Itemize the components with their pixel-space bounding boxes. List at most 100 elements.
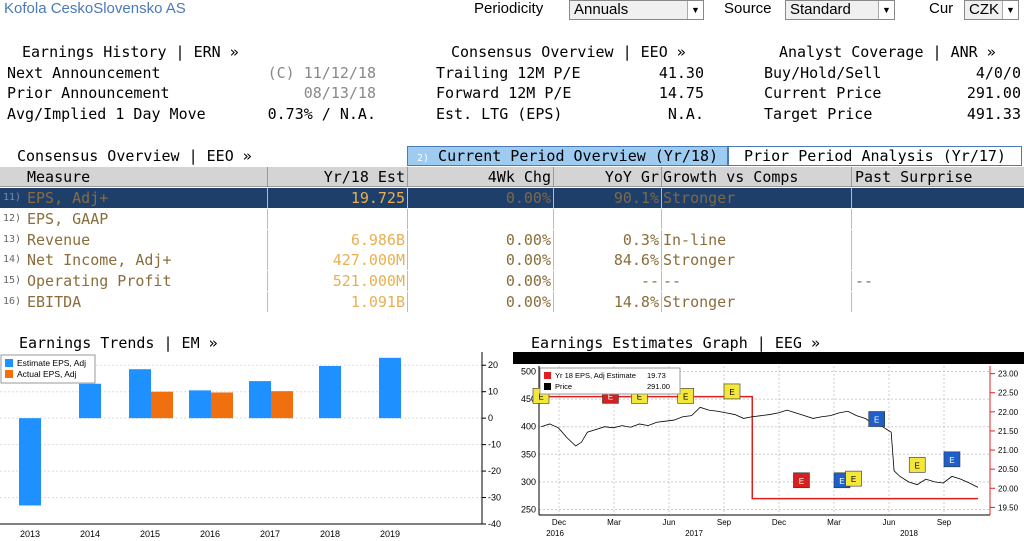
col-past-surprise[interactable]: Past Surprise [855,168,973,186]
day-move-value: 0.73% / N.A. [267,105,376,123]
y-tick-label: 10 [488,387,498,397]
event-marker-box[interactable] [943,451,961,468]
event-marker-box[interactable] [845,470,862,487]
x-tick-label: Jun [663,518,676,527]
y-tick-label: 20 [488,360,498,370]
tab-current-label: Current Period Overview (Yr/18) [438,147,719,165]
consensus-table-link[interactable]: Consensus Overview | EEO » [17,147,252,165]
column-divider [267,271,268,292]
bar-actual-2015[interactable] [151,391,173,419]
y-tick-label: 0 [488,413,493,423]
event-marker[interactable]: E [845,470,862,487]
event-marker[interactable]: E [793,472,810,489]
source-dropdown[interactable]: Standard ▼ [785,0,895,20]
buy-hold-sell-label: Buy/Hold/Sell [764,64,882,82]
price-line [540,406,979,488]
chevron-down-icon[interactable]: ▼ [1002,1,1018,19]
table-row[interactable]: 16) EBITDA 1.091B 0.00% 14.8% Stronger [0,292,1024,312]
event-marker[interactable]: E [677,388,695,404]
column-divider [851,188,852,208]
table-row[interactable]: 13) Revenue 6.986B 0.00% 0.3% In-line [0,229,1024,250]
col-estimate[interactable]: Yr/18 Est [323,168,405,186]
earnings-trends-link[interactable]: Earnings Trends | EM » [19,334,218,352]
col-yoy-gr[interactable]: YoY Gr [604,168,659,186]
earnings-estimates-link[interactable]: Earnings Estimates Graph | EEG » [531,334,820,352]
event-marker-label: E [538,392,543,401]
tab-prior-period[interactable]: Prior Period Analysis (Yr/17) [728,146,1022,166]
column-divider [553,271,554,292]
forward-pe-value: 14.75 [658,84,704,102]
col-growth-vs-comps[interactable]: Growth vs Comps [663,168,799,186]
row-growth-vs-comps: Stronger [663,293,736,311]
x-tick-label: 2017 [260,529,280,539]
row-measure: Operating Profit [27,272,172,291]
row-growth-vs-comps: In-line [663,230,727,249]
event-marker-label: E [683,392,688,401]
column-divider [407,188,408,208]
table-row[interactable]: 11) EPS, Adj+ 19.725 0.00% 90.1% Stronger [0,188,1024,208]
earnings-estimates-chart: 250 300 350 400 450 500 19.50 20.00 20.50 21.00 21… [513,352,1024,541]
table-header-row: Measure Yr/18 Est 4Wk Chg YoY Gr Growth … [0,167,1024,187]
x-tick-label: Sep [937,518,952,527]
row-estimate: 6.986B [350,230,405,249]
x-tick-label: 2019 [380,529,400,539]
table-row[interactable]: 15) Operating Profit 521.000M 0.00% -- -- -- [0,271,1024,292]
col-measure[interactable]: Measure [27,168,91,186]
earnings-history-link[interactable]: Earnings History | ERN » [22,43,239,61]
row-past-surprise [855,209,1024,229]
x-tick-label: 2018 [320,529,340,539]
row-4wk-chg: 0.00% [505,272,551,291]
event-marker[interactable]: E [723,383,741,400]
legend-label: Yr 18 EPS, Adj Estimate [555,371,636,380]
legend-label: Actual EPS, Adj [17,369,77,379]
bar-estimate-2019[interactable] [379,357,401,419]
bar-estimate-2017[interactable] [249,381,271,419]
chevron-down-icon[interactable]: ▼ [878,1,894,19]
event-marker-box[interactable] [868,411,886,427]
chevron-down-icon[interactable]: ▼ [687,1,703,19]
row-past-surprise [855,188,1024,208]
left-tick-label: 400 [521,422,536,432]
x-tick-label: 2016 [200,529,220,539]
periodicity-dropdown[interactable]: Annuals ▼ [569,0,704,20]
x-year-label: 2016 [546,529,564,538]
currency-dropdown[interactable]: CZK ▼ [964,0,1019,20]
event-marker-label: E [874,416,879,425]
next-announcement-value: (C) 11/12/18 [267,64,376,82]
event-marker-box[interactable] [793,472,810,489]
row-growth-vs-comps: Stronger [663,251,736,270]
event-marker[interactable]: E [868,411,886,427]
event-marker-box[interactable] [723,383,741,400]
table-row[interactable]: 12) EPS, GAAP [0,208,1024,229]
column-divider [851,271,852,292]
bar-estimate-2014[interactable] [79,383,101,419]
event-marker-label: E [851,475,856,484]
column-divider [851,208,852,229]
legend-label: Estimate EPS, Adj [17,358,86,368]
bar-estimate-2018[interactable] [319,366,341,419]
column-divider [553,229,554,250]
event-marker[interactable]: E [943,451,961,468]
bar-estimate-2013[interactable] [19,418,41,506]
bar-actual-2016[interactable] [211,392,233,419]
event-marker-box[interactable] [677,388,695,404]
row-measure: Net Income, Adj+ [27,251,172,270]
bar-estimate-2016[interactable] [189,390,211,419]
consensus-overview-link[interactable]: Consensus Overview | EEO » [451,43,686,61]
col-4wk-chg[interactable]: 4Wk Chg [487,168,551,186]
bar-actual-2017[interactable] [271,391,293,419]
row-estimate: 427.000M [332,251,405,270]
x-tick-label: 2015 [140,529,160,539]
event-marker-label: E [608,392,613,401]
analyst-coverage-link[interactable]: Analyst Coverage | ANR » [779,43,996,61]
table-row[interactable]: 14) Net Income, Adj+ 427.000M 0.00% 84.6% Str… [0,250,1024,271]
column-divider [553,188,554,208]
tab-current-period[interactable]: 2) Current Period Overview (Yr/18) [407,146,728,166]
event-marker-box[interactable] [908,457,926,473]
bar-estimate-2015[interactable] [129,369,151,419]
legend-swatch [544,383,551,390]
periodicity-value: Annuals [574,1,629,18]
event-marker[interactable]: E [908,457,926,473]
x-tick-label: Mar [607,518,621,527]
